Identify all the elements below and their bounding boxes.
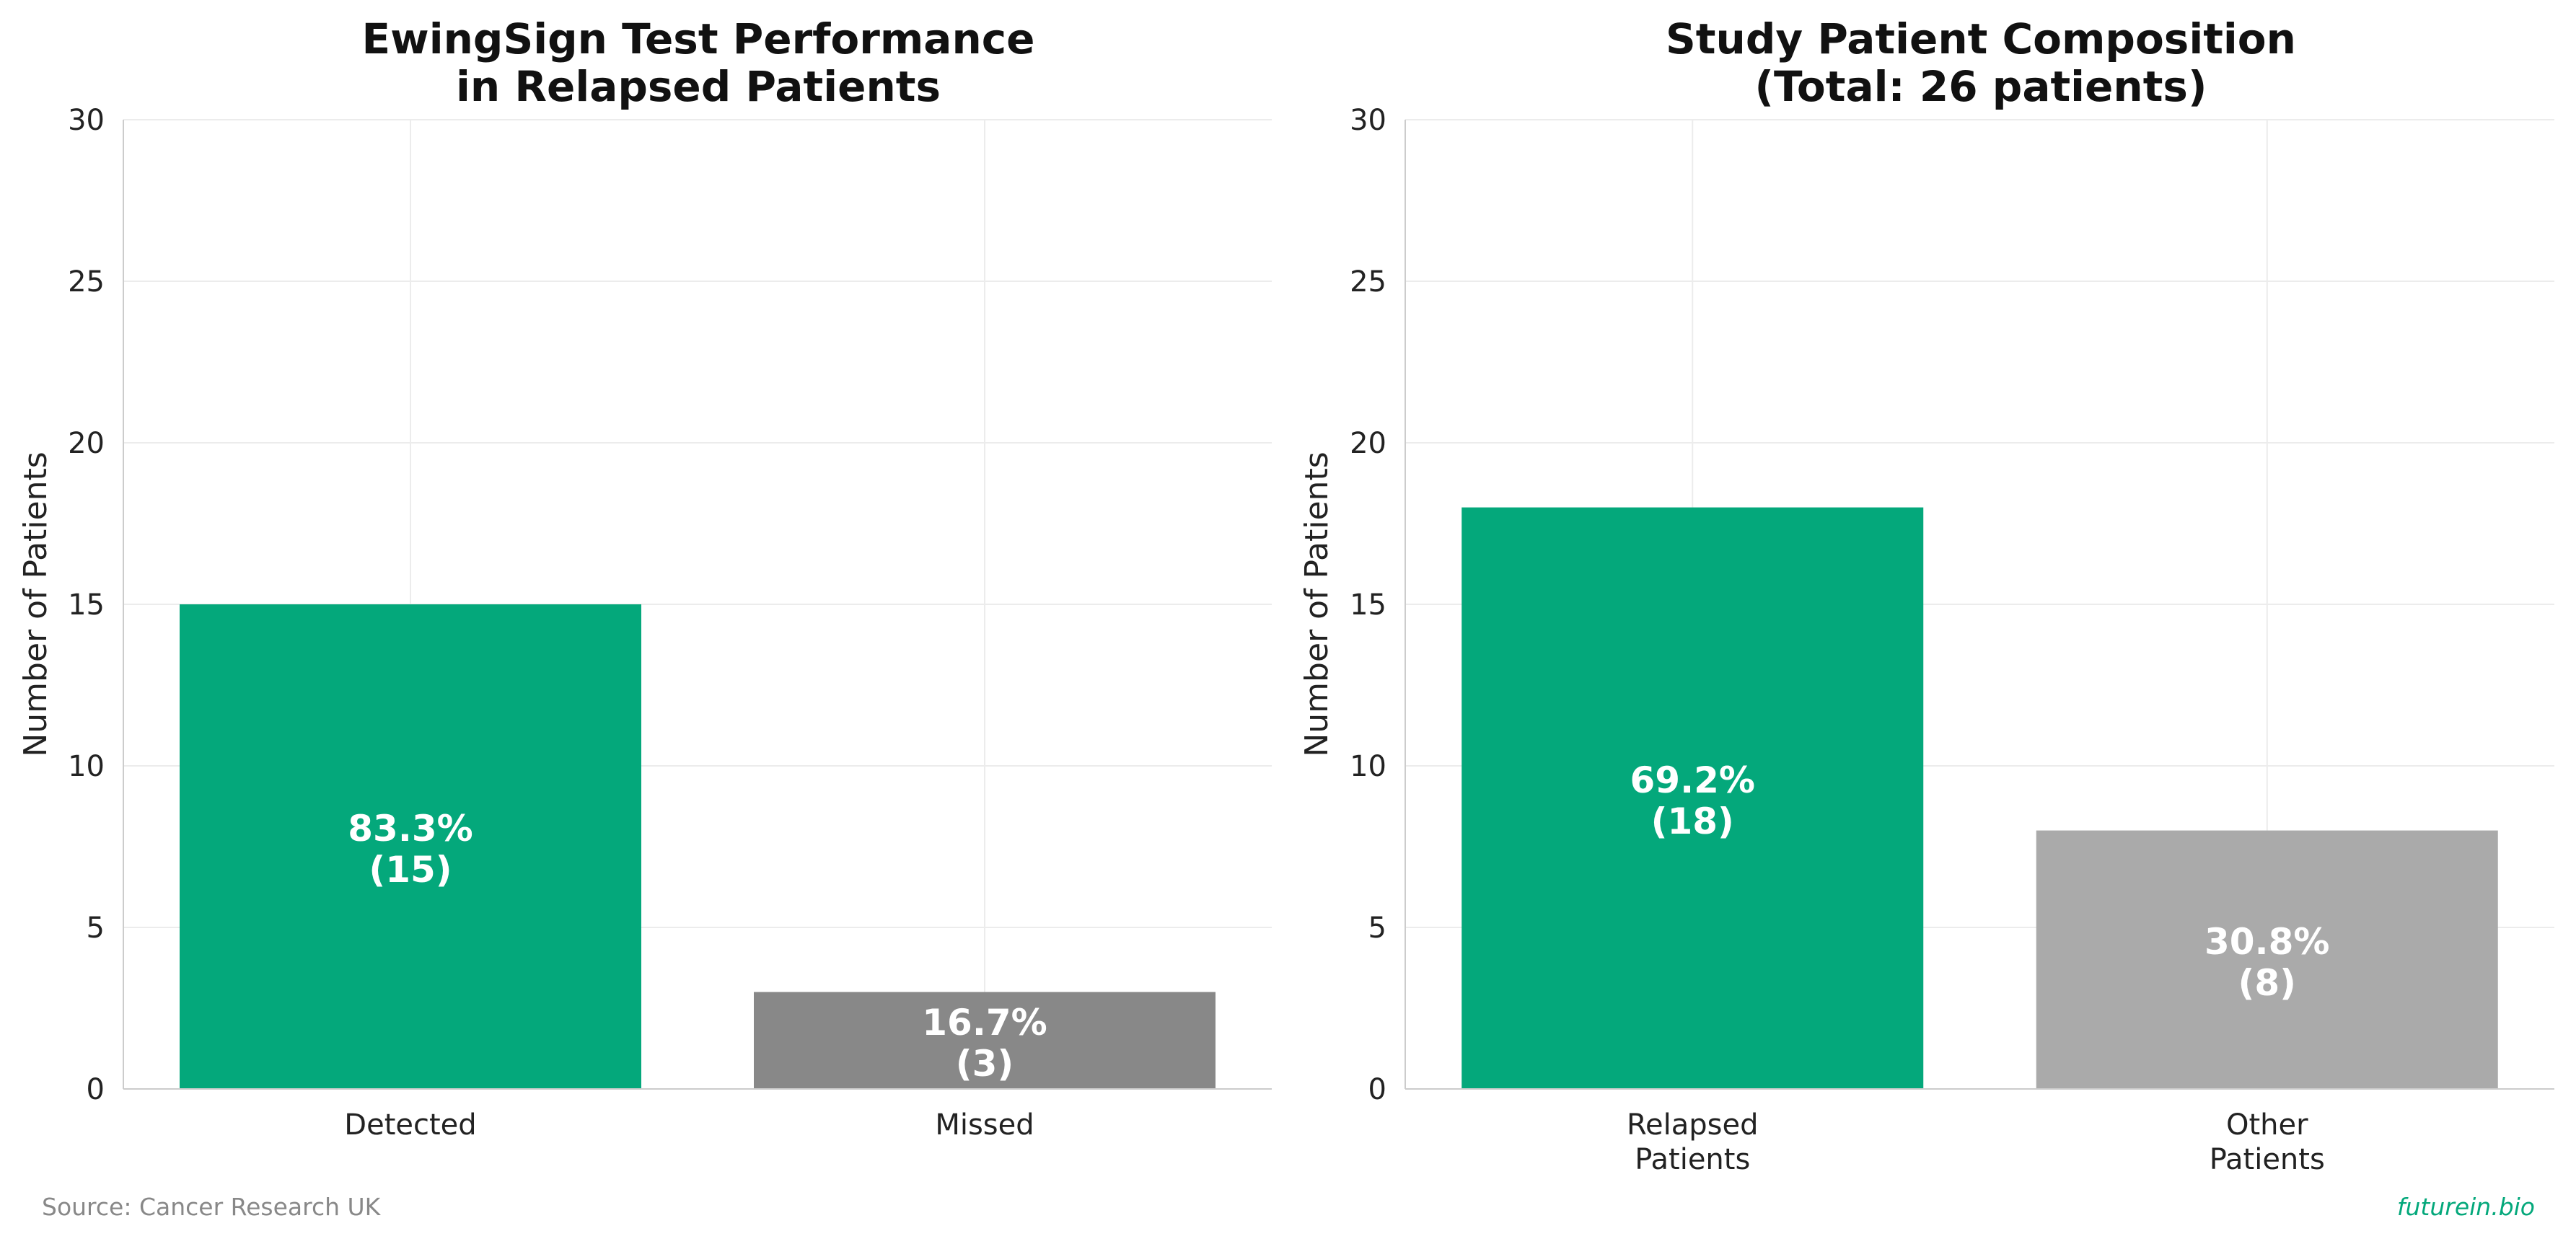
- bar-1: [180, 604, 641, 1089]
- data-label-line: 16.7%: [922, 1002, 1047, 1044]
- chart-title-line: EwingSign Test Performance: [362, 14, 1035, 63]
- data-label-line: 83.3%: [348, 808, 472, 850]
- y-tick-label: 15: [68, 588, 105, 622]
- y-axis-label: Number of Patients: [17, 451, 54, 756]
- y-tick-label: 0: [87, 1073, 105, 1106]
- y-tick-label: 30: [68, 104, 105, 137]
- chart-title: EwingSign Test Performance in Relapsed Pa…: [362, 14, 1035, 111]
- x-tick-label-line: Missed: [935, 1108, 1034, 1142]
- y-tick-label: 5: [87, 912, 105, 945]
- x-tick-label-line: Relapsed: [1627, 1108, 1758, 1142]
- y-tick-label: 25: [68, 265, 105, 299]
- y-tick-label: 20: [68, 427, 105, 460]
- chart-title-line: (Total: 26 patients): [1755, 62, 2207, 111]
- data-label-2: 30.8% (8): [2204, 921, 2329, 1004]
- data-label-1: 69.2% (18): [1630, 759, 1755, 842]
- data-label-line: (15): [369, 849, 452, 891]
- y-tick-label: 15: [1350, 588, 1386, 622]
- data-label-line: 30.8%: [2204, 921, 2329, 963]
- data-label-line: (3): [956, 1043, 1014, 1085]
- data-label-line: (8): [2238, 962, 2297, 1004]
- data-label-line: (18): [1651, 800, 1734, 842]
- data-label-2: 16.7% (3): [922, 1002, 1047, 1085]
- x-tick-label-2: Missed: [935, 1108, 1034, 1142]
- y-tick-label: 10: [1350, 750, 1386, 783]
- x-tick-label-line: Patients: [1635, 1143, 1750, 1176]
- y-axis-label: Number of Patients: [1298, 451, 1335, 756]
- y-tick-label: 20: [1350, 427, 1386, 460]
- brand-link[interactable]: futurein.bio: [2397, 1193, 2535, 1221]
- y-tick-label: 5: [1368, 912, 1386, 945]
- x-tick-label-line: Detected: [344, 1108, 476, 1142]
- chart-title-line: Study Patient Composition: [1666, 14, 2296, 63]
- x-tick-label-line: Patients: [2210, 1143, 2325, 1176]
- x-tick-label-2: Other Patients: [2210, 1108, 2325, 1176]
- x-tick-label-1: Detected: [344, 1108, 476, 1142]
- chart-title: Study Patient Composition (Total: 26 pati…: [1666, 14, 2296, 111]
- y-tick-label: 10: [68, 750, 105, 783]
- chart-panel-1: 83.3% (15) 16.7% (3) 0 5 10 15 20 25 30 Detected Mis…: [17, 14, 1272, 1142]
- x-tick-label-1: Relapsed Patients: [1627, 1108, 1758, 1176]
- bar-1: [1461, 507, 1924, 1089]
- y-tick-label: 0: [1368, 1073, 1386, 1106]
- y-tick-label: 25: [1350, 265, 1386, 299]
- chart-title-line: in Relapsed Patients: [456, 62, 941, 111]
- x-tick-label-line: Other: [2226, 1108, 2308, 1142]
- source-note: Source: Cancer Research UK: [42, 1193, 382, 1221]
- data-label-1: 83.3% (15): [348, 808, 472, 891]
- bar-2: [754, 992, 1216, 1089]
- data-label-line: 69.2%: [1630, 759, 1755, 801]
- bar-2: [2036, 830, 2498, 1089]
- y-tick-label: 30: [1350, 104, 1386, 137]
